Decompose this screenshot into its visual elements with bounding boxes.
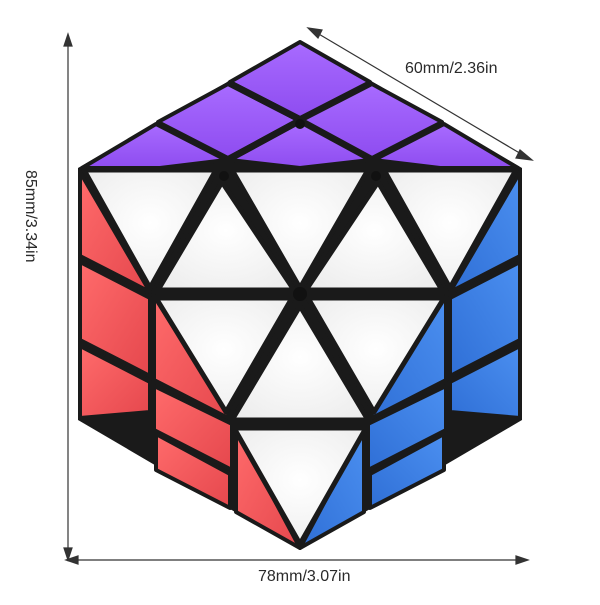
width-dimension-label: 78mm/3.07in: [258, 568, 351, 585]
depth-dimension-line: [311, 29, 529, 159]
width-arrow-left: [64, 555, 79, 565]
depth-arrow-end: [515, 149, 534, 161]
front-face: [81, 167, 519, 547]
dimension-lines: [63, 27, 534, 565]
center-cores: [219, 119, 381, 301]
depth-arrow-start: [306, 27, 323, 40]
height-arrow-bottom: [63, 547, 73, 562]
height-arrow-top: [63, 32, 73, 47]
width-arrow-right: [515, 555, 530, 565]
height-dimension-label: 85mm/3.34in: [22, 170, 39, 263]
depth-dimension-label: 60mm/2.36in: [405, 60, 498, 77]
